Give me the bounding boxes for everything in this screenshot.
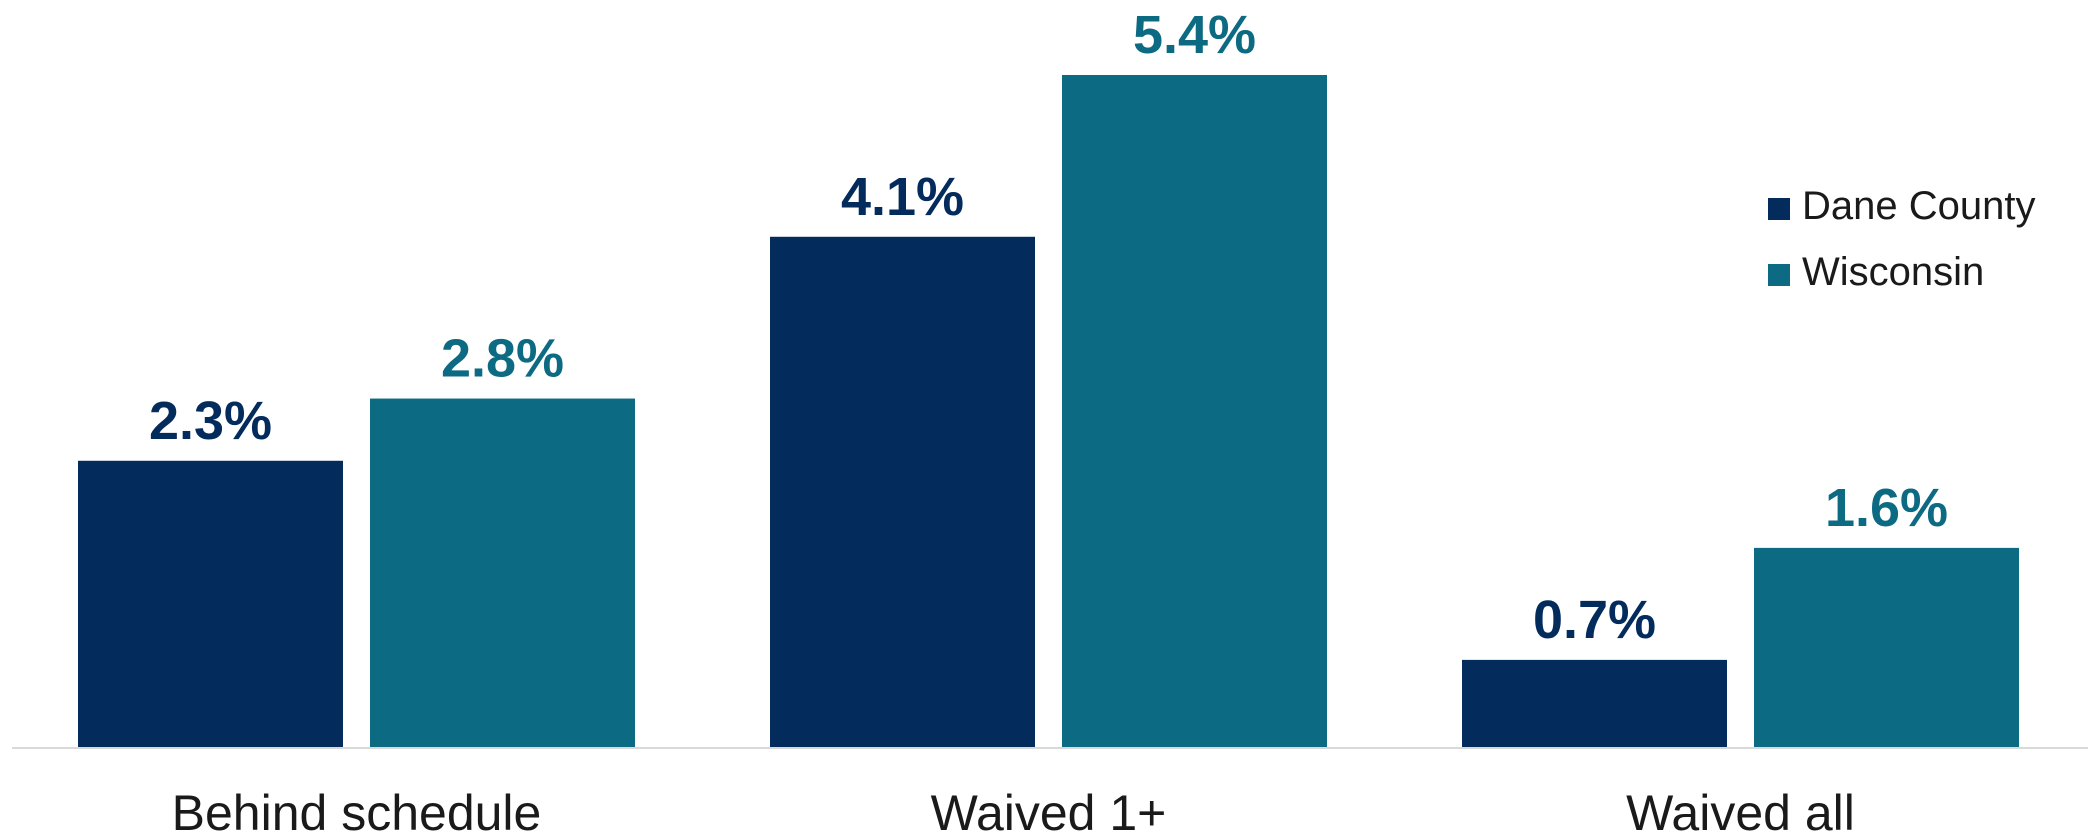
legend-swatch-wisconsin: [1768, 264, 1790, 286]
bar-dane-county-behind-schedule: [78, 460, 343, 747]
data-label-wisconsin-waived-1: 5.4%: [1133, 5, 1256, 65]
bar-wisconsin-waived-1: [1062, 75, 1327, 747]
bar-dane-county-waived-all: [1462, 659, 1727, 747]
category-label-waived-all: Waived all: [1626, 785, 1855, 839]
legend-label-wisconsin: Wisconsin: [1802, 250, 1984, 294]
category-labels-group: Behind schedule Waived 1+ Waived all: [172, 785, 1855, 839]
legend-swatch-dane-county: [1768, 198, 1790, 220]
legend-label-dane-county: Dane County: [1802, 184, 2035, 228]
bars-group: [78, 75, 2019, 747]
data-label-wisconsin-waived-all: 1.6%: [1825, 478, 1948, 538]
data-label-dane-county-behind-schedule: 2.3%: [149, 391, 272, 451]
category-label-behind-schedule: Behind schedule: [172, 785, 542, 839]
bar-dane-county-waived-1: [770, 236, 1035, 747]
value-labels-group: 2.3% 4.1% 0.7% 2.8% 5.4% 1.6%: [149, 5, 1948, 650]
legend: Dane County Wisconsin: [1768, 184, 2035, 294]
category-label-waived-1: Waived 1+: [931, 785, 1167, 839]
data-label-dane-county-waived-all: 0.7%: [1533, 590, 1656, 650]
bar-wisconsin-behind-schedule: [370, 398, 635, 747]
data-label-wisconsin-behind-schedule: 2.8%: [441, 329, 564, 389]
data-label-dane-county-waived-1: 4.1%: [841, 167, 964, 227]
bar-wisconsin-waived-all: [1754, 547, 2019, 747]
